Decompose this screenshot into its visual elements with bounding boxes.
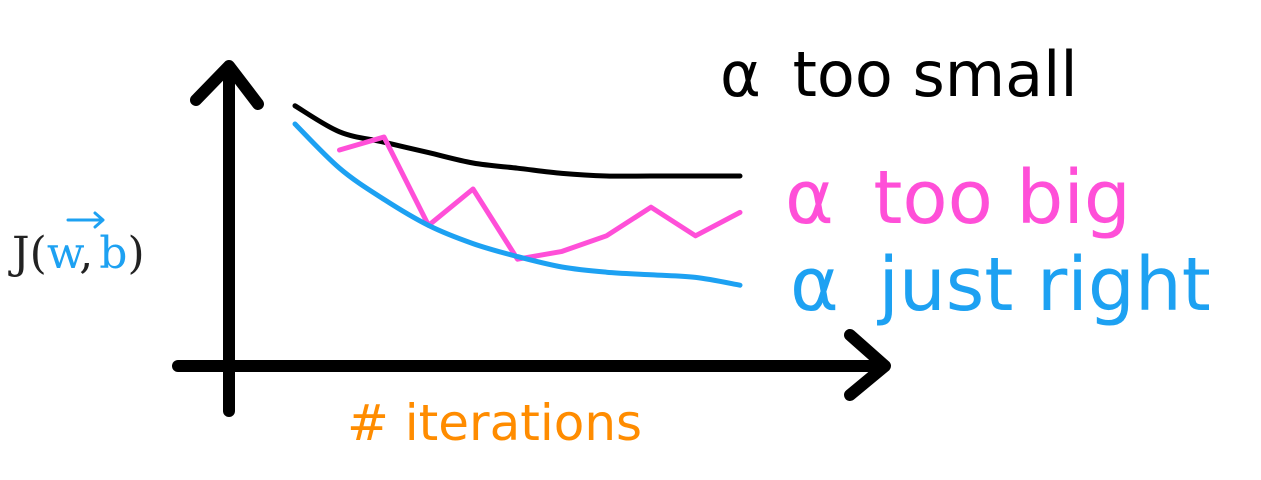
series-label-just-right-alpha: α	[790, 242, 839, 328]
series-label-too-small-alpha: α	[720, 38, 761, 111]
y-axis-arrowhead	[190, 60, 264, 110]
series-label-just-right: α just right	[790, 242, 1211, 328]
series-label-too-small: α too small	[720, 38, 1078, 111]
y-axis-label-text: J(w, b)	[8, 228, 145, 279]
series-line-too-big	[337, 134, 743, 262]
axes	[172, 60, 891, 417]
y-axis-label-prefix: J(	[8, 228, 47, 279]
y-axis-label-w: w	[47, 228, 85, 279]
series-label-too-small-text: too small	[793, 38, 1078, 111]
w-vector-arrow	[66, 211, 105, 229]
series-label-too-big-alpha: α	[785, 155, 834, 241]
series-line-just-right	[292, 121, 743, 288]
y-axis-label-suffix: )	[127, 228, 144, 279]
x-axis-label: # iterations	[347, 394, 642, 452]
y-axis-label-sep: ,	[79, 228, 93, 279]
y-axis-label: J(w, b)	[8, 211, 145, 279]
curves	[292, 103, 743, 288]
x-axis-arrowhead	[844, 329, 891, 401]
series-label-just-right-text: just right	[876, 242, 1210, 328]
series-label-too-big: α too big	[785, 155, 1131, 241]
series-label-too-big-text: too big	[873, 155, 1131, 241]
series-labels: α too small α too big α just right	[720, 38, 1211, 328]
y-axis-label-b: b	[99, 228, 127, 279]
